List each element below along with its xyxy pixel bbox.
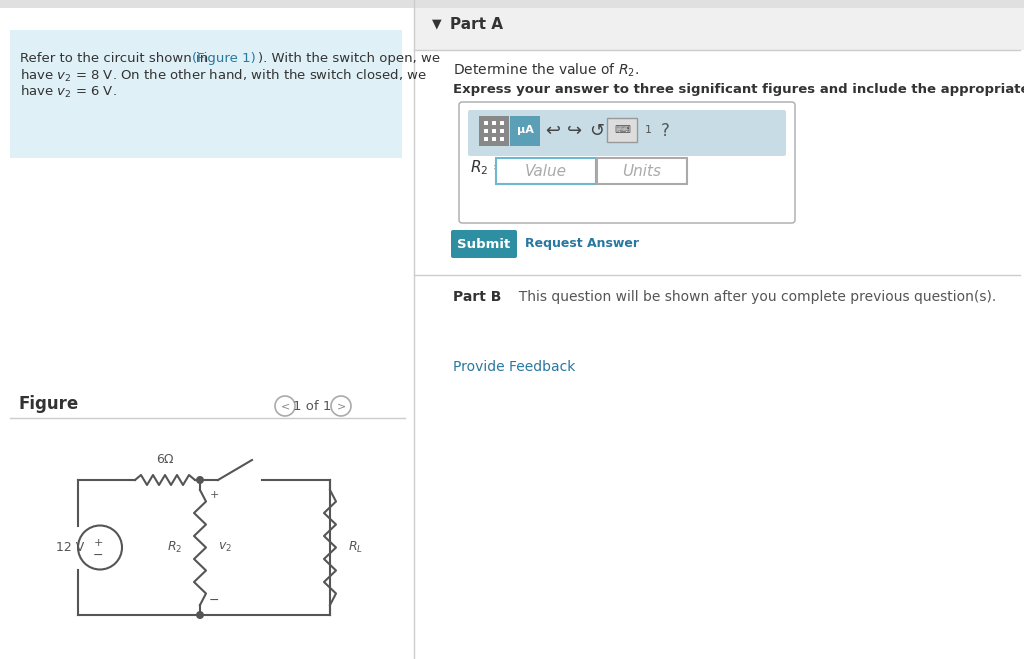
Text: $R_L$: $R_L$ bbox=[348, 540, 364, 555]
Text: $v_2$: $v_2$ bbox=[218, 541, 232, 554]
Bar bbox=[484, 137, 488, 141]
Text: ↪: ↪ bbox=[567, 122, 583, 140]
Bar bbox=[10, 30, 402, 158]
Text: −: − bbox=[209, 594, 219, 606]
FancyBboxPatch shape bbox=[451, 230, 517, 258]
Bar bbox=[500, 129, 504, 133]
Bar bbox=[414, 8, 1024, 50]
FancyBboxPatch shape bbox=[510, 116, 540, 146]
FancyBboxPatch shape bbox=[597, 158, 687, 184]
Text: ⌨: ⌨ bbox=[614, 125, 630, 135]
Text: Part B: Part B bbox=[453, 290, 502, 304]
FancyBboxPatch shape bbox=[607, 118, 637, 142]
Text: have $v_2$ = 6 V.: have $v_2$ = 6 V. bbox=[20, 84, 117, 100]
Text: 6Ω: 6Ω bbox=[157, 453, 174, 466]
Text: −: − bbox=[93, 549, 103, 562]
Text: <: < bbox=[281, 401, 290, 411]
Text: Determine the value of $R_2$.: Determine the value of $R_2$. bbox=[453, 62, 639, 79]
Text: Provide Feedback: Provide Feedback bbox=[453, 360, 575, 374]
Text: ▼: ▼ bbox=[432, 17, 441, 30]
Text: Request Answer: Request Answer bbox=[525, 237, 639, 250]
Text: 12 V: 12 V bbox=[56, 541, 84, 554]
Text: ↩: ↩ bbox=[546, 122, 560, 140]
Text: Refer to the circuit shown in: Refer to the circuit shown in bbox=[20, 52, 213, 65]
Text: Value: Value bbox=[525, 163, 567, 179]
Text: Units: Units bbox=[623, 163, 662, 179]
Text: ). With the switch open, we: ). With the switch open, we bbox=[258, 52, 440, 65]
Text: This question will be shown after you complete previous question(s).: This question will be shown after you co… bbox=[510, 290, 996, 304]
FancyBboxPatch shape bbox=[479, 116, 509, 146]
Text: +: + bbox=[93, 538, 102, 548]
Text: Part A: Part A bbox=[450, 17, 503, 32]
Text: >: > bbox=[336, 401, 346, 411]
Text: have $v_2$ = 8 V. On the other hand, with the switch closed, we: have $v_2$ = 8 V. On the other hand, wit… bbox=[20, 68, 427, 84]
Bar bbox=[484, 129, 488, 133]
FancyBboxPatch shape bbox=[496, 158, 596, 184]
Text: 1: 1 bbox=[644, 125, 651, 135]
Text: $R_2$ =: $R_2$ = bbox=[470, 159, 506, 177]
Bar bbox=[500, 137, 504, 141]
Bar bbox=[0, 0, 1024, 8]
Bar bbox=[500, 121, 504, 125]
Bar bbox=[492, 137, 496, 141]
Text: μA: μA bbox=[516, 125, 534, 135]
Text: $R_2$: $R_2$ bbox=[167, 540, 182, 555]
FancyBboxPatch shape bbox=[468, 110, 786, 156]
Text: Submit: Submit bbox=[458, 237, 511, 250]
Text: ↺: ↺ bbox=[590, 122, 604, 140]
Bar bbox=[492, 129, 496, 133]
Bar bbox=[484, 121, 488, 125]
Circle shape bbox=[196, 611, 204, 619]
Circle shape bbox=[196, 476, 204, 484]
Text: Express your answer to three significant figures and include the appropriate uni: Express your answer to three significant… bbox=[453, 83, 1024, 96]
Text: ?: ? bbox=[660, 122, 670, 140]
Text: 1 of 1: 1 of 1 bbox=[293, 399, 331, 413]
Bar bbox=[492, 121, 496, 125]
Text: +: + bbox=[209, 490, 219, 500]
Text: Figure: Figure bbox=[18, 395, 78, 413]
FancyBboxPatch shape bbox=[459, 102, 795, 223]
Text: (Figure 1): (Figure 1) bbox=[193, 52, 256, 65]
